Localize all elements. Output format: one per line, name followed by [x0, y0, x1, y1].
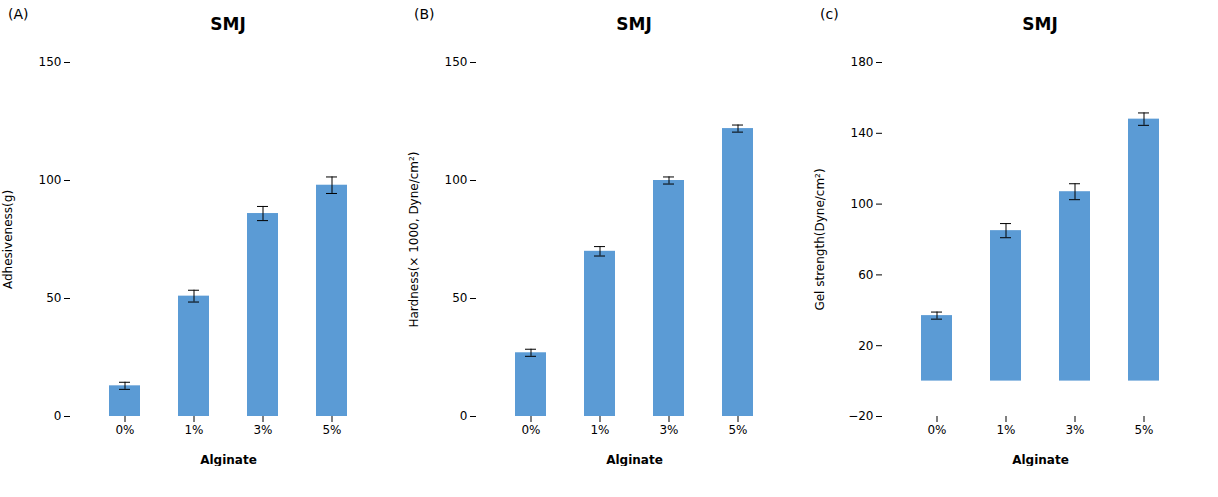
svg-text:0: 0: [460, 409, 468, 423]
svg-text:Adhesiveness(g): Adhesiveness(g): [1, 190, 15, 289]
svg-text:0: 0: [54, 409, 62, 423]
svg-text:100: 100: [851, 197, 874, 211]
svg-text:140: 140: [851, 126, 874, 140]
html-text:(A): (A): [8, 6, 29, 22]
svg-text:3%: 3%: [1065, 423, 1084, 437]
svg-text:Alginate: Alginate: [606, 453, 663, 467]
svg-text:1%: 1%: [996, 423, 1015, 437]
svg-text:Hardness(× 1000, Dyne/cm²): Hardness(× 1000, Dyne/cm²): [407, 151, 421, 327]
svg-text:Alginate: Alginate: [200, 453, 257, 467]
svg-text:5%: 5%: [322, 423, 341, 437]
html-text:SMJ: SMJ: [1022, 14, 1058, 34]
svg-text:Alginate: Alginate: [1012, 453, 1069, 467]
svg-text:60: 60: [858, 268, 873, 282]
svg-text:3%: 3%: [659, 423, 678, 437]
svg-text:100: 100: [445, 173, 468, 187]
html-text:(c): (c): [820, 6, 839, 22]
svg-text:0%: 0%: [521, 423, 540, 437]
svg-text:5%: 5%: [1134, 423, 1153, 437]
html-text:SMJ: SMJ: [210, 14, 246, 34]
svg-text:Gel strength(Dyne/cm²): Gel strength(Dyne/cm²): [813, 168, 827, 310]
svg-text:0%: 0%: [927, 423, 946, 437]
svg-text:20: 20: [858, 339, 873, 353]
svg-text:50: 50: [46, 291, 61, 305]
svg-text:3%: 3%: [253, 423, 272, 437]
svg-text:50: 50: [452, 291, 467, 305]
svg-text:0%: 0%: [115, 423, 134, 437]
html-text:(B): (B): [414, 6, 435, 22]
svg-text:100: 100: [39, 173, 62, 187]
svg-text:1%: 1%: [590, 423, 609, 437]
svg-text:−20: −20: [848, 409, 873, 423]
svg-text:150: 150: [39, 55, 62, 69]
svg-text:5%: 5%: [728, 423, 747, 437]
svg-text:150: 150: [445, 55, 468, 69]
svg-text:180: 180: [851, 55, 874, 69]
html-text:SMJ: SMJ: [616, 14, 652, 34]
svg-text:1%: 1%: [184, 423, 203, 437]
